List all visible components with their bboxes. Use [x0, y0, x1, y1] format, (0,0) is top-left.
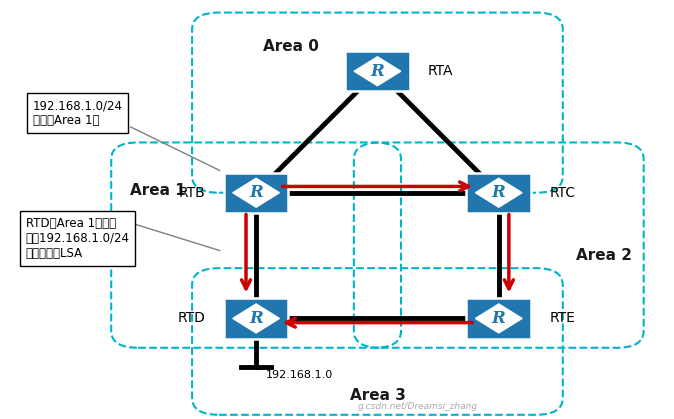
Text: RTC: RTC [549, 186, 576, 200]
Text: RTD: RTD [178, 311, 206, 326]
Text: Area 2: Area 2 [576, 248, 632, 263]
Text: RTA: RTA [428, 64, 454, 78]
Text: 192.168.1.0: 192.168.1.0 [266, 370, 334, 380]
Polygon shape [475, 178, 522, 207]
Text: RTB: RTB [179, 186, 206, 200]
FancyBboxPatch shape [224, 173, 288, 213]
Text: R: R [492, 310, 506, 327]
Text: R: R [371, 63, 384, 80]
FancyBboxPatch shape [224, 298, 288, 339]
Text: R: R [249, 184, 263, 201]
Polygon shape [475, 304, 522, 333]
Text: 192.168.1.0/24
发布在Area 1中: 192.168.1.0/24 发布在Area 1中 [32, 99, 123, 127]
FancyBboxPatch shape [466, 173, 531, 213]
Polygon shape [233, 304, 280, 333]
Text: RTE: RTE [549, 311, 575, 326]
Text: g.csdn.net/Dreamsi_zhang: g.csdn.net/Dreamsi_zhang [358, 402, 478, 411]
Text: R: R [249, 310, 263, 327]
Text: Area 0: Area 0 [263, 39, 319, 54]
FancyBboxPatch shape [466, 298, 531, 339]
Text: R: R [492, 184, 506, 201]
Polygon shape [233, 178, 280, 207]
Text: Area 3: Area 3 [350, 388, 405, 403]
Polygon shape [354, 57, 401, 86]
Text: RTD向Area 1中发送
关于192.168.1.0/24
网段的三类LSA: RTD向Area 1中发送 关于192.168.1.0/24 网段的三类LSA [26, 217, 129, 260]
Text: Area 1: Area 1 [129, 183, 185, 198]
FancyBboxPatch shape [345, 51, 410, 91]
